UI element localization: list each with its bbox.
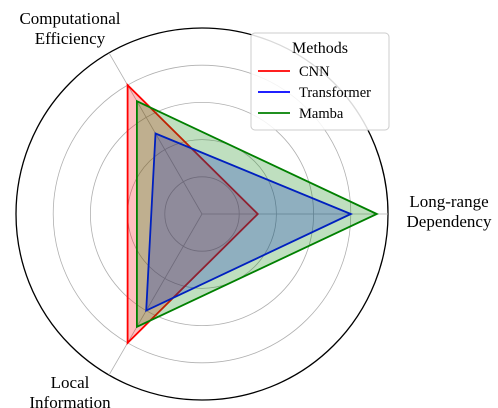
- series-polygon: [135, 99, 379, 329]
- series-layer: [126, 82, 379, 346]
- legend-items: CNN Transformer Mamba: [258, 64, 371, 122]
- legend-label: Transformer: [299, 85, 371, 101]
- axis-labels: Long-range Dependency Computational Efficie…: [19, 9, 491, 408]
- axis-label-line: Local: [51, 373, 90, 392]
- axis-label-line: Information: [29, 393, 111, 408]
- axis-label: Computational Efficiency: [19, 9, 120, 48]
- axis-label-line: Computational: [19, 9, 120, 28]
- legend-title: Methods: [292, 40, 348, 57]
- legend-label: CNN: [299, 64, 330, 80]
- legend-label: Mamba: [299, 106, 344, 122]
- series-polygon: [145, 132, 354, 313]
- grid-spoke: [108, 213, 203, 376]
- axis-label: Local Information: [29, 373, 111, 408]
- axis-label-line: Long-range: [409, 192, 488, 211]
- axis-label-line: Efficiency: [35, 29, 106, 48]
- legend-frame: [250, 32, 390, 131]
- axis-label-line: Dependency: [407, 212, 492, 231]
- axis-label: Long-range Dependency: [407, 192, 492, 231]
- legend: Methods CNN Transformer Mamba: [250, 32, 390, 131]
